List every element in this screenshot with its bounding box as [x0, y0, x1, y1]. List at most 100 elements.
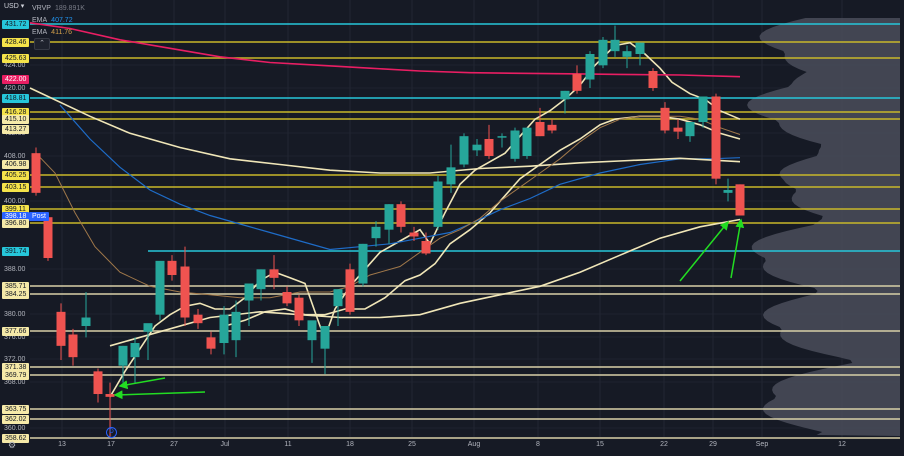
candle-body[interactable] [244, 283, 254, 301]
candle-body[interactable] [459, 136, 469, 165]
candle-body[interactable] [384, 204, 394, 230]
candle-body[interactable] [685, 122, 695, 137]
moving-average-line [109, 41, 741, 398]
candle-body[interactable] [421, 241, 431, 254]
candle-body[interactable] [648, 70, 658, 88]
candle-body[interactable] [231, 311, 241, 341]
candle-body[interactable] [635, 42, 645, 54]
candle-body[interactable] [282, 292, 292, 304]
time-axis-label: 11 [284, 441, 292, 448]
time-axis-label: 25 [408, 441, 416, 448]
price-level-tag: 384.25 [2, 290, 30, 299]
candle-body[interactable] [219, 314, 229, 344]
candle-body[interactable] [333, 289, 343, 307]
candle-body[interactable] [93, 371, 103, 395]
candle-body[interactable] [610, 39, 620, 52]
legend-item-ema[interactable]: EMA 411.76 [32, 28, 72, 37]
candle-body[interactable] [143, 323, 153, 332]
candle-body[interactable] [698, 96, 708, 123]
candle-body[interactable] [535, 122, 545, 137]
legend-item-vrvp[interactable]: VRVP 189.891K [32, 4, 85, 13]
time-axis-label: Aug [467, 441, 481, 448]
candle-body[interactable] [81, 317, 91, 327]
time-axis-label: 22 [660, 441, 668, 448]
candle-body[interactable] [472, 144, 482, 151]
time-axis-label: Sep [755, 441, 769, 448]
candle-body[interactable] [256, 269, 266, 290]
candle-body[interactable] [497, 136, 507, 138]
candle-body[interactable] [510, 130, 520, 159]
annotation-arrow-icon[interactable] [730, 218, 745, 279]
candle-body[interactable] [155, 260, 165, 315]
legend-item-ema[interactable]: EMA 407.72 [32, 16, 73, 25]
price-axis-label: 400.00 [4, 198, 26, 205]
candle-body[interactable] [585, 53, 595, 80]
candle-body[interactable] [180, 266, 190, 318]
annotation-arrow-icon[interactable] [113, 390, 206, 400]
settings-gear-icon[interactable]: ⚙ [8, 440, 17, 450]
candle-body[interactable] [735, 184, 745, 216]
currency-label: USD [4, 3, 19, 10]
time-axis-label: 13 [58, 441, 66, 448]
price-level-tag: 391.74 [2, 247, 30, 256]
price-axis-label: 408.00 [4, 153, 26, 160]
annotation-arrow-icon[interactable] [679, 220, 729, 282]
candle-body[interactable] [193, 314, 203, 324]
candle-body[interactable] [68, 334, 78, 358]
candle-body[interactable] [206, 337, 216, 349]
legend-value: 411.76 [51, 29, 73, 36]
candle-body[interactable] [660, 107, 670, 131]
candle-body[interactable] [345, 269, 355, 312]
candle-body[interactable] [484, 139, 494, 157]
price-level-tag: 385.71 [2, 282, 30, 291]
candle-body[interactable] [673, 127, 683, 132]
candle-body[interactable] [723, 190, 733, 193]
candle-body[interactable] [320, 326, 330, 349]
time-axis-label: 29 [709, 441, 717, 448]
price-level-tag: 363.75 [2, 405, 30, 414]
candle-body[interactable] [269, 269, 279, 278]
time-axis-label: 8 [536, 441, 540, 448]
candle-body[interactable] [622, 51, 632, 57]
candle-body[interactable] [118, 345, 128, 366]
candle-body[interactable] [547, 124, 557, 131]
candle-body[interactable] [560, 90, 570, 100]
candle-body[interactable] [358, 243, 368, 284]
price-level-tag: 405.25 [2, 171, 30, 180]
candle-body[interactable] [711, 96, 721, 179]
moving-average-line [29, 87, 741, 174]
price-level-tag: 369.79 [2, 371, 30, 380]
price-level-tag: 362.02 [2, 415, 30, 424]
price-level-tag: 418.81 [2, 94, 30, 103]
candle-body[interactable] [43, 217, 53, 259]
candle-body[interactable] [572, 73, 582, 91]
moving-average-line [29, 22, 741, 78]
price-level-tag: 377.66 [2, 327, 30, 336]
legend-value: 189.891K [54, 5, 85, 12]
price-level-tag: 425.63 [2, 54, 30, 63]
candle-body[interactable] [396, 204, 406, 227]
currency-selector[interactable]: USD ▾ [4, 3, 25, 10]
price-level-tag: 422.00 [2, 75, 30, 84]
candle-body[interactable] [31, 153, 41, 193]
time-axis-label: 12 [838, 441, 846, 448]
candle-body[interactable] [522, 127, 532, 157]
time-axis-label: 15 [596, 441, 604, 448]
candle-body[interactable] [167, 260, 177, 276]
dividend-marker-icon[interactable]: D [106, 427, 117, 438]
candle-body[interactable] [105, 394, 115, 397]
candle-body[interactable] [307, 320, 317, 341]
collapse-legend-button[interactable]: ⌃ [34, 38, 50, 50]
candle-body[interactable] [409, 232, 419, 237]
candle-body[interactable] [130, 343, 140, 358]
candle-body[interactable] [371, 226, 381, 239]
annotation-arrow-icon[interactable] [118, 377, 166, 390]
volume-profile [747, 18, 900, 436]
candle-body[interactable] [433, 181, 443, 227]
candle-body[interactable] [294, 297, 304, 321]
candle-body[interactable] [56, 311, 66, 346]
candle-body[interactable] [446, 167, 456, 185]
candle-body[interactable] [598, 39, 608, 66]
